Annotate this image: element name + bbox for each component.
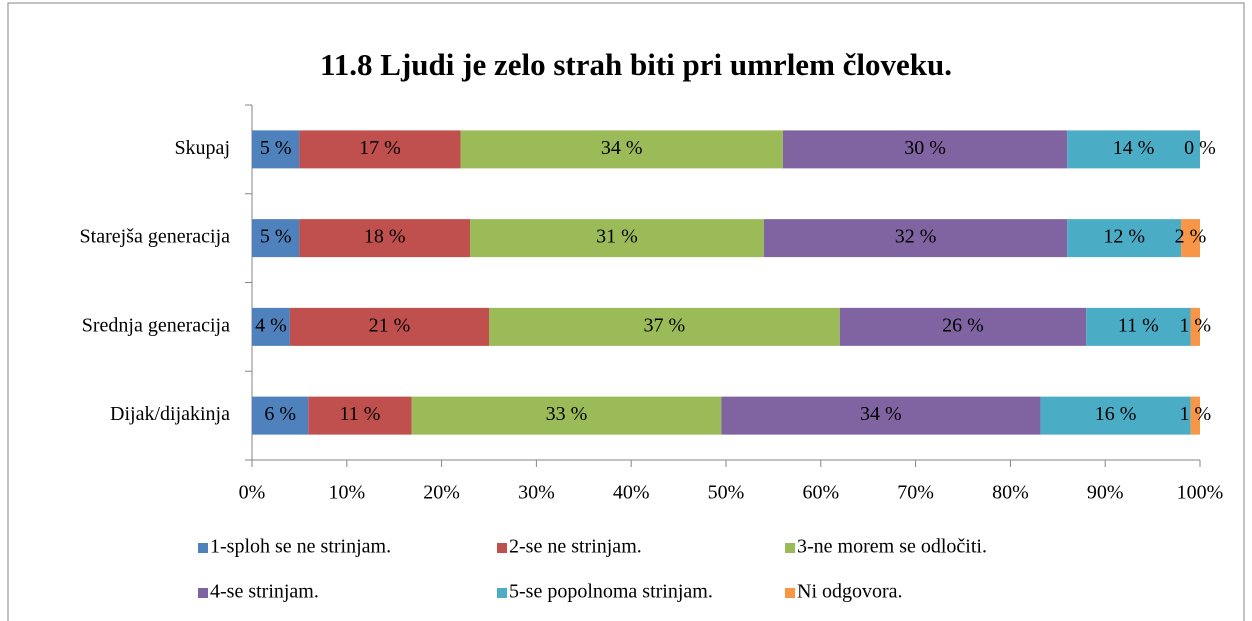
bar-segment	[1086, 307, 1191, 346]
bar-segment	[299, 130, 461, 169]
y-tick-label: Starejša generacija	[80, 226, 231, 248]
bar-segment	[299, 219, 471, 258]
legend-swatch	[785, 543, 795, 553]
x-tick-label: 90%	[1087, 482, 1124, 504]
legend-swatch	[497, 588, 507, 598]
data-label: 11 %	[339, 403, 380, 425]
data-label: 12 %	[1103, 226, 1145, 248]
bar-segment	[289, 307, 489, 346]
legend-swatch	[198, 543, 208, 553]
data-label: 21 %	[369, 314, 411, 336]
legend-swatch	[497, 543, 507, 553]
data-label: 1 %	[1179, 314, 1211, 336]
x-tick-label: 20%	[423, 482, 460, 504]
data-label: 16 %	[1095, 403, 1137, 425]
x-tick-label: 50%	[708, 482, 745, 504]
bar-segment	[308, 396, 412, 435]
legend-label: 4-se strinjam.	[210, 581, 319, 603]
bar-segment	[839, 307, 1087, 346]
data-label: 34 %	[860, 403, 902, 425]
data-label: 30 %	[904, 137, 946, 159]
x-tick-label: 0%	[239, 482, 266, 504]
data-label: 5 %	[260, 226, 292, 248]
data-label: 26 %	[942, 314, 984, 336]
data-label: 31 %	[596, 226, 638, 248]
data-label: 2 %	[1175, 226, 1207, 248]
data-label: 4 %	[255, 314, 287, 336]
bar-segment	[763, 219, 1068, 258]
bar-segment	[489, 307, 840, 346]
chart-frame	[7, 2, 1245, 621]
bar-segment	[470, 219, 764, 258]
x-tick-label: 10%	[328, 482, 365, 504]
bar-segment	[1181, 219, 1200, 258]
y-tick-label: Srednja generacija	[82, 314, 230, 336]
data-label: 37 %	[644, 314, 686, 336]
bar-segment	[782, 130, 1068, 169]
chart-title: 11.8 Ljudi je zelo strah biti pri umrlem…	[320, 47, 952, 82]
bar-segment	[721, 396, 1041, 435]
bar-segment	[252, 130, 300, 169]
data-label: 5 %	[260, 137, 292, 159]
legend-label: 3-ne morem se odločiti.	[797, 536, 987, 558]
legend-label: 2-se ne strinjam.	[509, 536, 642, 558]
x-tick-label: 80%	[992, 482, 1029, 504]
x-tick-label: 60%	[802, 482, 839, 504]
x-tick-label: 70%	[897, 482, 934, 504]
bar-segment	[252, 396, 309, 435]
bar-segment	[1067, 219, 1182, 258]
data-label: 6 %	[264, 403, 296, 425]
x-tick-label: 40%	[613, 482, 650, 504]
x-tick-label: 30%	[518, 482, 555, 504]
data-label: 34 %	[601, 137, 643, 159]
bar-segment	[252, 307, 290, 346]
legend-label: 5-se popolnoma strinjam.	[509, 581, 713, 603]
bar-segment	[1067, 130, 1200, 169]
data-label: 11 %	[1118, 314, 1159, 336]
data-label: 18 %	[364, 226, 406, 248]
data-label: 0 %	[1184, 137, 1216, 159]
data-label: 32 %	[895, 226, 937, 248]
y-tick-label: Skupaj	[174, 137, 230, 159]
bar-segment	[411, 396, 722, 435]
bar-segment	[460, 130, 783, 169]
data-label: 1 %	[1179, 403, 1211, 425]
y-tick-label: Dijak/dijakinja	[110, 403, 230, 425]
bar-segment	[1040, 396, 1191, 435]
bar-segment	[1190, 307, 1200, 346]
x-tick-label: 100%	[1177, 482, 1224, 504]
legend-swatch	[785, 588, 795, 598]
bar-segment	[252, 219, 300, 258]
bar-segment	[1190, 396, 1200, 435]
data-label: 33 %	[546, 403, 588, 425]
legend-swatch	[198, 588, 208, 598]
data-label: 14 %	[1113, 137, 1155, 159]
legend-label: 1-sploh se ne strinjam.	[210, 536, 391, 558]
data-label: 17 %	[359, 137, 401, 159]
legend-label: Ni odgovora.	[797, 581, 903, 603]
